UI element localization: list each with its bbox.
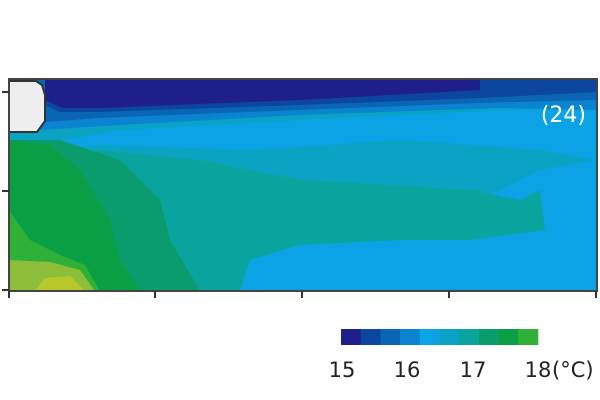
colorbar-swatch [419,329,440,345]
inlet-obstacle [8,80,46,133]
colorbar-swatch [478,329,499,345]
colorbar-unit: (°C) [552,358,594,382]
colorbar-swatch [380,329,401,345]
colorbar-swatch [459,329,480,345]
colorbar-swatch [518,329,539,345]
colorbar-tick-label: 15 [329,358,356,382]
contour-15 [45,79,480,108]
colorbar-swatch [400,329,421,345]
colorbar [341,329,539,345]
case-annotation: (24) [541,103,586,128]
axis-ticks [2,91,597,298]
contour-17-island [395,190,480,228]
colorbar-tick-label: 18 [525,358,552,382]
colorbar-swatch [498,329,519,345]
colorbar-swatch [439,329,460,345]
colorbar-swatch [360,329,381,345]
colorbar-swatch [341,329,361,345]
temperature-field [9,79,597,291]
contour-16-right [240,160,597,291]
contour-band-upper [9,110,597,160]
colorbar-tick-label: 17 [460,358,487,382]
colorbar-tick-label: 16 [394,358,421,382]
contour-warmest [35,276,85,291]
